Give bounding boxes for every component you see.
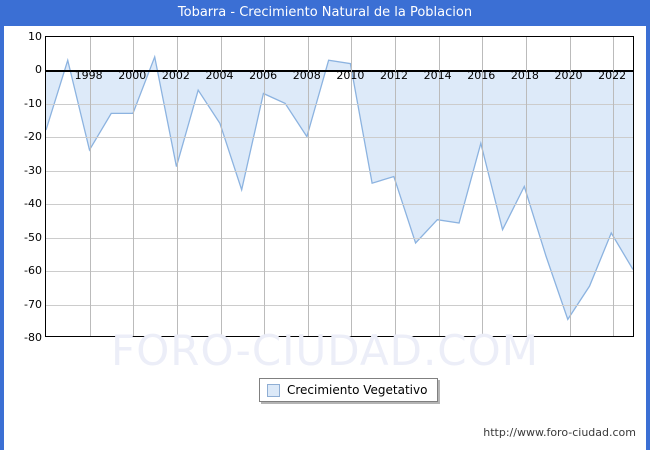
y-tick-label: -60 xyxy=(24,264,42,278)
chart-legend: Crecimiento Vegetativo xyxy=(259,378,439,402)
gridline-horizontal xyxy=(46,237,633,239)
legend-label: Crecimiento Vegetativo xyxy=(287,383,428,397)
area-fill xyxy=(46,56,633,320)
legend-swatch-icon xyxy=(267,383,280,397)
watermark: FORO-CIUDAD.COM xyxy=(111,326,539,375)
series-crecimiento-vegetativo xyxy=(46,54,633,321)
zero-axis-line xyxy=(46,70,633,72)
y-tick-label: -30 xyxy=(24,163,42,177)
gridline-vertical xyxy=(264,37,266,336)
gridline-horizontal xyxy=(46,103,633,105)
y-tick-label: -10 xyxy=(24,96,42,110)
chart-area: 10 0 -10 -20 -30 -40 -50 -60 -70 -80 1998 2000 2002… xyxy=(4,26,646,450)
gridline-horizontal xyxy=(46,204,633,206)
gridline-vertical xyxy=(438,37,440,336)
gridline-horizontal xyxy=(46,137,633,139)
y-tick-label: -70 xyxy=(24,297,42,311)
gridline-horizontal xyxy=(46,170,633,172)
data-line xyxy=(46,54,633,321)
gridline-vertical xyxy=(89,37,91,336)
gridline-vertical xyxy=(220,37,222,336)
gridline-horizontal xyxy=(46,271,633,273)
gridline-vertical xyxy=(569,37,571,336)
gridline-vertical xyxy=(133,37,135,336)
y-tick-label: -40 xyxy=(24,197,42,211)
gridline-vertical xyxy=(525,37,527,336)
y-tick-label: 0 xyxy=(35,63,42,77)
window-title: Tobarra - Crecimiento Natural de la Pobl… xyxy=(4,0,646,26)
gridline-vertical xyxy=(176,37,178,336)
y-tick-label: -20 xyxy=(24,130,42,144)
footer-url: http://www.foro-ciudad.com xyxy=(483,426,636,439)
gridline-vertical xyxy=(395,37,397,336)
y-axis: 10 0 -10 -20 -30 -40 -50 -60 -70 -80 xyxy=(4,31,42,343)
y-tick-label: -80 xyxy=(24,331,42,344)
plot-frame xyxy=(45,36,634,337)
gridline-vertical xyxy=(351,37,353,336)
y-tick-label: 10 xyxy=(28,30,42,43)
gridline-vertical xyxy=(482,37,484,336)
gridline-vertical xyxy=(307,37,309,336)
gridline-vertical xyxy=(613,37,615,336)
gridline-horizontal xyxy=(46,304,633,306)
y-tick-label: -50 xyxy=(24,230,42,244)
